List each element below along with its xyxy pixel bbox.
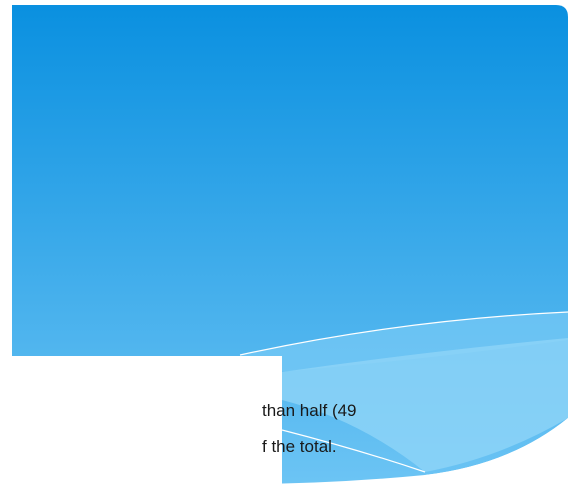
wave-band [282, 338, 568, 472]
text-box [0, 356, 282, 484]
body-text-line: f the total. [262, 437, 337, 456]
wave-line [281, 429, 426, 473]
wave-line [239, 311, 568, 356]
white-corner [400, 418, 568, 484]
wave-band [240, 312, 568, 372]
body-text-line: than half (49 [262, 401, 357, 420]
